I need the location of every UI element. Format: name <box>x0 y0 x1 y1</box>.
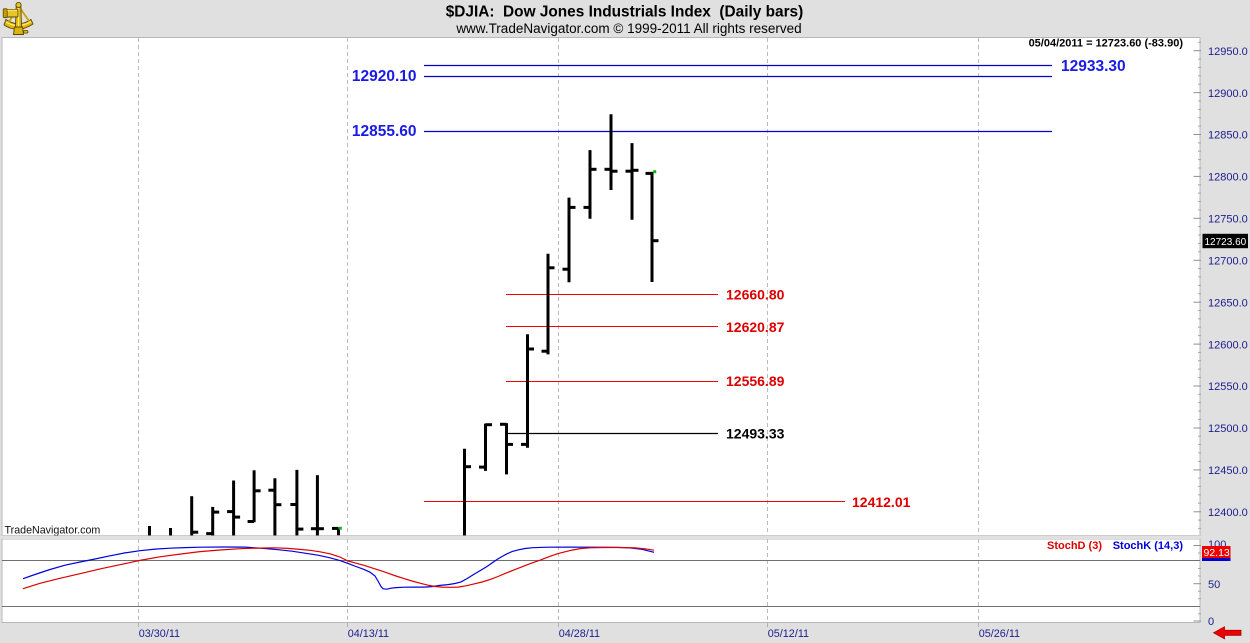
svg-text:TradeNavigator.com: TradeNavigator.com <box>5 525 101 537</box>
svg-text:StochD (3): StochD (3) <box>1047 540 1102 552</box>
svg-text:12855.60: 12855.60 <box>352 123 417 140</box>
svg-text:0: 0 <box>1208 616 1214 628</box>
svg-text:StochK (14,3): StochK (14,3) <box>1113 540 1184 552</box>
svg-text:12500.0: 12500.0 <box>1208 423 1248 435</box>
svg-text:04/13/11: 04/13/11 <box>348 628 389 640</box>
svg-text:92.13: 92.13 <box>1204 547 1230 559</box>
svg-text:12950.0: 12950.0 <box>1208 46 1248 58</box>
svg-text:12556.89: 12556.89 <box>726 373 785 389</box>
svg-text:12800.0: 12800.0 <box>1208 172 1248 184</box>
svg-text:12493.33: 12493.33 <box>726 426 785 442</box>
svg-text:50: 50 <box>1208 579 1220 591</box>
svg-text:12750.0: 12750.0 <box>1208 214 1248 226</box>
svg-text:12900.0: 12900.0 <box>1208 88 1248 100</box>
svg-text:12920.10: 12920.10 <box>352 68 417 85</box>
svg-text:12723.60: 12723.60 <box>1205 237 1247 248</box>
svg-text:04/28/11: 04/28/11 <box>559 628 600 640</box>
svg-text:12400.0: 12400.0 <box>1208 507 1248 519</box>
svg-text:12660.80: 12660.80 <box>726 286 785 302</box>
svg-text:05/04/2011 = 12723.60 (-83.90): 05/04/2011 = 12723.60 (-83.90) <box>1029 38 1184 50</box>
svg-text:$DJIA: Dow Jones Industrials: $DJIA: Dow Jones Industrials Index (Dail… <box>446 4 804 21</box>
svg-text:05/12/11: 05/12/11 <box>768 628 809 640</box>
svg-text:www.TradeNavigator.com © 1999-: www.TradeNavigator.com © 1999-2011 All r… <box>455 21 801 36</box>
svg-text:12550.0: 12550.0 <box>1208 381 1248 393</box>
svg-text:12933.30: 12933.30 <box>1061 58 1126 75</box>
svg-text:12650.0: 12650.0 <box>1208 297 1248 309</box>
svg-text:03/30/11: 03/30/11 <box>139 628 180 640</box>
svg-text:12450.0: 12450.0 <box>1208 465 1248 477</box>
svg-text:12700.0: 12700.0 <box>1208 256 1248 268</box>
svg-text:12850.0: 12850.0 <box>1208 130 1248 142</box>
svg-text:12600.0: 12600.0 <box>1208 339 1248 351</box>
svg-text:05/26/11: 05/26/11 <box>979 628 1020 640</box>
svg-text:12412.01: 12412.01 <box>852 494 911 510</box>
svg-text:12620.87: 12620.87 <box>726 319 785 335</box>
